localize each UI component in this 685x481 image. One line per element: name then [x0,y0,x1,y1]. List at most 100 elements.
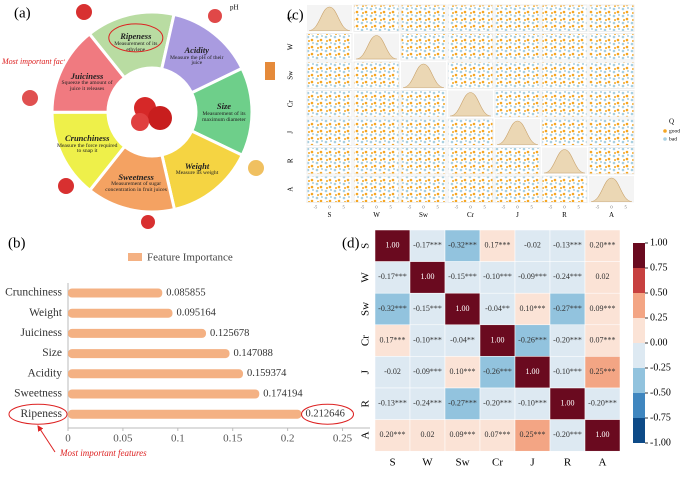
x-tick-label: Cr [492,457,503,469]
colorbar-band [633,293,645,318]
cell-label: -0.24*** [553,272,582,281]
cell-label: -0.02 [524,241,541,250]
cell-label: 0.09*** [590,304,616,313]
segment-text: Acidity Measure the pH of their juice [166,34,228,80]
x-tick-label: -5 [361,205,365,210]
heatmap-cell [584,229,621,262]
x-tick-label: 5 [342,205,345,210]
center-apple [148,106,172,130]
highlight [8,403,68,425]
matrix-cell [306,175,353,203]
heatmap-cell [479,229,516,262]
y-axis-label: J [287,131,295,134]
matrix-cell [588,90,635,118]
colorbar-label: -1.00 [650,437,671,448]
y-tick-label: Cr [360,335,372,346]
matrix-cell [447,147,494,175]
x-tick-label: 0.05 [113,433,133,445]
density-curve [543,149,586,174]
panel-label: (a) [14,5,31,21]
cell-label: 1.00 [561,399,575,408]
y-tick-label: Crunchiness [5,287,62,299]
cell-label: 1.00 [421,272,435,281]
scale-icon [248,160,264,176]
y-tick-label: Weight [29,307,63,319]
x-tick-label: 0 [610,205,613,210]
segment-desc: Measure the pH of their juice [170,54,224,67]
matrix-cell [494,90,541,118]
segment-title: Sweetness [118,171,154,182]
cell-label: 0.10*** [520,304,546,313]
cell-label: 0.25*** [520,430,546,439]
colorbar-label: -0.75 [650,412,671,423]
segment-text: Crunchiness Measure the force required to… [56,121,118,167]
heatmap-cell [409,229,446,262]
colorbar-band [633,368,645,393]
cell-label: -0.17*** [378,272,407,281]
legend-title: Q [669,118,674,126]
cell-label: 0.02 [421,430,435,439]
y-axis-label: S [287,16,295,20]
bar [68,389,260,399]
matrix-cell [494,4,541,32]
colorbar-band [633,393,645,418]
matrix-cell [541,118,588,146]
heatmap-cell [409,419,446,452]
colorbar-label: 0.00 [650,337,668,348]
segment-title: Ripeness [120,31,152,42]
cell-label: -0.10*** [553,367,582,376]
y-tick-label: R [360,399,372,407]
x-axis-label: W [373,211,380,219]
annotation: Most important features [59,448,147,458]
x-tick-label: -5 [408,205,412,210]
ph-label: pH [230,4,239,12]
knife-icon [141,215,155,229]
diagram-segment [50,31,127,114]
cell-label: -0.20*** [483,399,512,408]
value-label: 0.159374 [247,368,287,379]
matrix-cell [306,61,353,89]
cell-label: -0.15*** [448,272,477,281]
heatmap-cell [479,292,516,326]
y-tick-label: Acidity [28,367,63,379]
segment-title: Juiciness [70,70,104,81]
heatmap-cell [409,261,446,294]
density-curve [496,120,539,145]
center-apple [131,113,149,131]
colorbar-band [633,343,645,368]
heatmap-cell [584,419,621,452]
y-tick-label: Juiciness [20,327,62,339]
colorbar-band [633,268,645,293]
heatmap-cell [514,356,551,389]
x-tick-label: 5 [530,205,533,210]
x-tick-label: 5 [389,205,392,210]
x-tick-label: -5 [549,205,553,210]
matrix-cell [400,175,447,203]
heatmap-cell [444,356,481,389]
cell-label: -0.26*** [518,335,547,344]
legend-label: good [669,128,680,134]
panel-label: (b) [8,235,26,251]
x-tick-label: Sw [455,457,469,469]
x-tick-label: 0 [375,205,378,210]
matrix-cell [588,61,635,89]
x-tick-label: 5 [577,205,580,210]
matrix-cell [306,147,353,175]
matrix-cell [447,4,494,32]
segment-desc: Measurement of its maximum diameter [202,110,246,123]
heatmap-cell [479,356,516,389]
highlight [108,23,164,53]
matrix-cell [541,175,588,203]
cell-label: 1.00 [526,367,540,376]
heatmap-cell [374,324,411,357]
value-label: 0.147088 [234,348,273,359]
cell-label: -0.27*** [448,399,477,408]
heatmap-cell [374,261,411,294]
bar [68,409,302,419]
bar [68,288,163,298]
cell-label: -0.15*** [413,304,442,313]
x-axis-label: A [609,211,614,219]
